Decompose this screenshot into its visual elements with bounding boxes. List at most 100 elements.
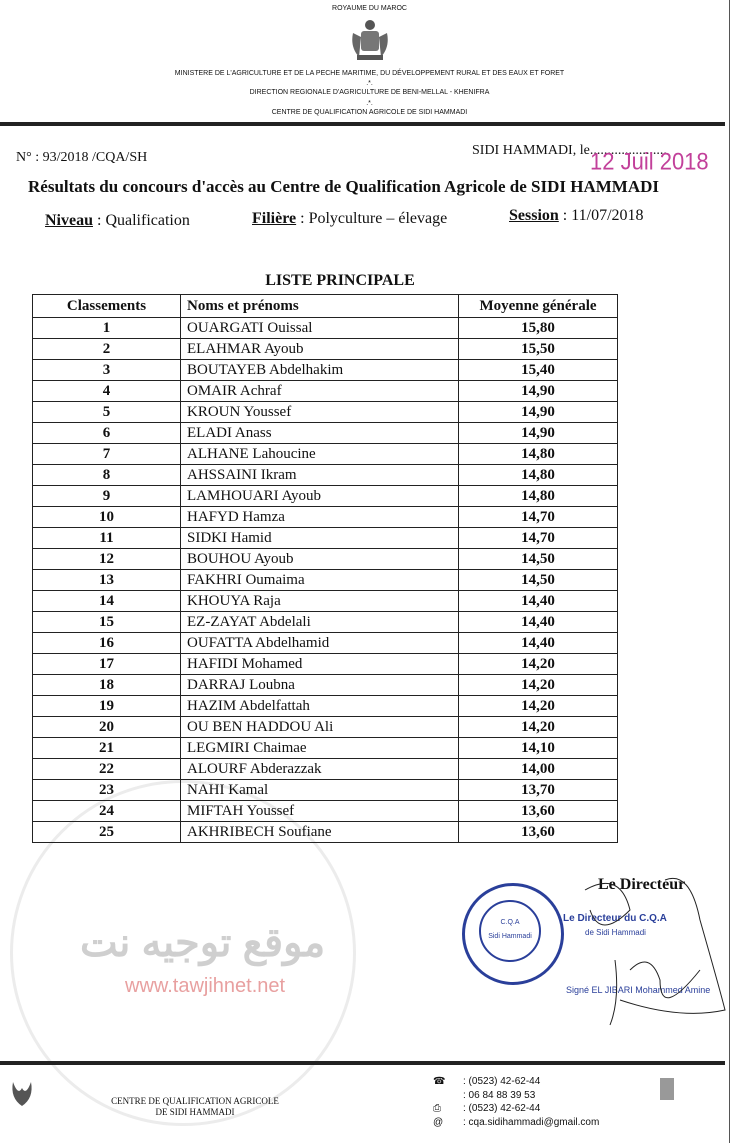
document-title: Résultats du concours d'accès au Centre …	[28, 177, 660, 196]
rank-cell: 10	[32, 506, 181, 528]
rank-cell: 14	[32, 590, 181, 612]
table-row: 21 LEGMIRI Chaimae 14,10	[32, 737, 618, 759]
average-cell: 14,50	[458, 569, 618, 591]
footer-phone: : (0523) 42-62-44	[463, 1076, 541, 1087]
rank-cell: 15	[32, 611, 181, 633]
name-cell: OUARGATI Ouissal	[180, 317, 459, 339]
average-cell: 14,20	[458, 674, 618, 696]
niveau-field: Niveau : Qualification	[45, 212, 190, 229]
name-cell: KROUN Youssef	[180, 401, 459, 423]
footer-emblem-icon	[660, 1078, 674, 1100]
average-cell: 13,70	[458, 779, 618, 801]
table-row: 13 FAKHRI Oumaima 14,50	[32, 569, 618, 591]
reference-number: N° : 93/2018 /CQA/SH	[16, 150, 148, 165]
header-name: Noms et prénoms	[180, 294, 459, 318]
coat-of-arms-icon	[347, 17, 393, 63]
rank-cell: 22	[32, 758, 181, 780]
footer-email: : cqa.sidihammadi@gmail.com	[463, 1116, 600, 1128]
watermark-arabic: موقع توجيه نت	[80, 921, 326, 965]
average-cell: 14,80	[458, 464, 618, 486]
average-cell: 13,60	[458, 800, 618, 822]
rank-cell: 23	[32, 779, 181, 801]
footer-centre-line1: CENTRE DE QUALIFICATION AGRICOLE	[111, 1096, 279, 1106]
average-cell: 13,60	[458, 821, 618, 843]
average-cell: 15,50	[458, 338, 618, 360]
name-cell: EZ-ZAYAT Abdelali	[180, 611, 459, 633]
name-cell: DARRAJ Loubna	[180, 674, 459, 696]
footer-centre-line2: DE SIDI HAMMADI	[155, 1107, 235, 1117]
name-cell: FAKHRI Oumaima	[180, 569, 459, 591]
rank-cell: 1	[32, 317, 181, 339]
results-table: Classements Noms et prénoms Moyenne géné…	[32, 294, 618, 843]
name-cell: AKHRIBECH Soufiane	[180, 821, 459, 843]
footer-centre: CENTRE DE QUALIFICATION AGRICOLE DE SIDI…	[100, 1096, 290, 1118]
separator: .*.	[366, 100, 373, 107]
average-cell: 14,10	[458, 737, 618, 759]
centre-label: CENTRE DE QUALIFICATION AGRICOLE DE SIDI…	[271, 109, 468, 116]
rank-cell: 20	[32, 716, 181, 738]
average-cell: 14,00	[458, 758, 618, 780]
average-cell: 14,40	[458, 590, 618, 612]
table-row: 12 BOUHOU Ayoub 14,50	[32, 548, 618, 570]
scan-edge	[729, 0, 730, 1143]
header-rank: Classements	[32, 294, 181, 318]
ministry-label: MINISTERE DE L'AGRICULTURE ET DE LA PECH…	[174, 70, 565, 77]
rank-cell: 18	[32, 674, 181, 696]
table-row: 4 OMAIR Achraf 14,90	[32, 380, 618, 402]
average-cell: 14,90	[458, 422, 618, 444]
average-cell: 14,20	[458, 716, 618, 738]
average-cell: 14,70	[458, 527, 618, 549]
rank-cell: 25	[32, 821, 181, 843]
average-cell: 14,80	[458, 485, 618, 507]
rank-cell: 11	[32, 527, 181, 549]
table-row: 10 HAFYD Hamza 14,70	[32, 506, 618, 528]
footer-rule	[0, 1061, 725, 1065]
table-row: 1 OUARGATI Ouissal 15,80	[32, 317, 618, 339]
table-row: 15 EZ-ZAYAT Abdelali 14,40	[32, 611, 618, 633]
handwritten-signature	[584, 878, 726, 1026]
name-cell: AHSSAINI Ikram	[180, 464, 459, 486]
footer-mobile: : 06 84 88 39 53	[463, 1089, 536, 1101]
average-cell: 14,90	[458, 401, 618, 423]
table-header: Classements Noms et prénoms Moyenne géné…	[32, 294, 618, 318]
table-row: 25 AKHRIBECH Soufiane 13,60	[32, 821, 618, 843]
table-row: 24 MIFTAH Youssef 13,60	[32, 800, 618, 822]
name-cell: SIDKI Hamid	[180, 527, 459, 549]
table-row: 2 ELAHMAR Ayoub 15,50	[32, 338, 618, 360]
rank-cell: 2	[32, 338, 181, 360]
name-cell: KHOUYA Raja	[180, 590, 459, 612]
name-cell: OMAIR Achraf	[180, 380, 459, 402]
table-row: 8 AHSSAINI Ikram 14,80	[32, 464, 618, 486]
average-cell: 14,90	[458, 380, 618, 402]
name-cell: HAFYD Hamza	[180, 506, 459, 528]
table-row: 20 OU BEN HADDOU Ali 14,20	[32, 716, 618, 738]
name-cell: ALOURF Abderazzak	[180, 758, 459, 780]
filiere-field: Filière : Polyculture – élevage	[252, 210, 448, 227]
table-row: 9 LAMHOUARI Ayoub 14,80	[32, 485, 618, 507]
table-row: 6 ELADI Anass 14,90	[32, 422, 618, 444]
rank-cell: 24	[32, 800, 181, 822]
rank-cell: 17	[32, 653, 181, 675]
kingdom-label: ROYAUME DU MAROC	[332, 5, 407, 12]
header-average: Moyenne générale	[458, 294, 618, 318]
name-cell: BOUTAYEB Abdelhakim	[180, 359, 459, 381]
rank-cell: 6	[32, 422, 181, 444]
rank-cell: 5	[32, 401, 181, 423]
table-row: 17 HAFIDI Mohamed 14,20	[32, 653, 618, 675]
name-cell: ALHANE Lahoucine	[180, 443, 459, 465]
average-cell: 14,40	[458, 611, 618, 633]
header-rule	[0, 122, 725, 126]
table-row: 14 KHOUYA Raja 14,40	[32, 590, 618, 612]
watermark-url: www.tawjihnet.net	[125, 975, 286, 997]
average-cell: 14,80	[458, 443, 618, 465]
rank-cell: 9	[32, 485, 181, 507]
name-cell: MIFTAH Youssef	[180, 800, 459, 822]
signed-by: Signé EL JIBARI Mohammed Amine	[566, 985, 711, 995]
place-date: SIDI HAMMADI, le......................	[472, 143, 667, 158]
official-seal: C.Q.A Sidi Hammadi	[462, 883, 564, 985]
name-cell: OU BEN HADDOU Ali	[180, 716, 459, 738]
rank-cell: 21	[32, 737, 181, 759]
table-row: 16 OUFATTA Abdelhamid 14,40	[32, 632, 618, 654]
average-cell: 14,20	[458, 695, 618, 717]
name-cell: HAFIDI Mohamed	[180, 653, 459, 675]
